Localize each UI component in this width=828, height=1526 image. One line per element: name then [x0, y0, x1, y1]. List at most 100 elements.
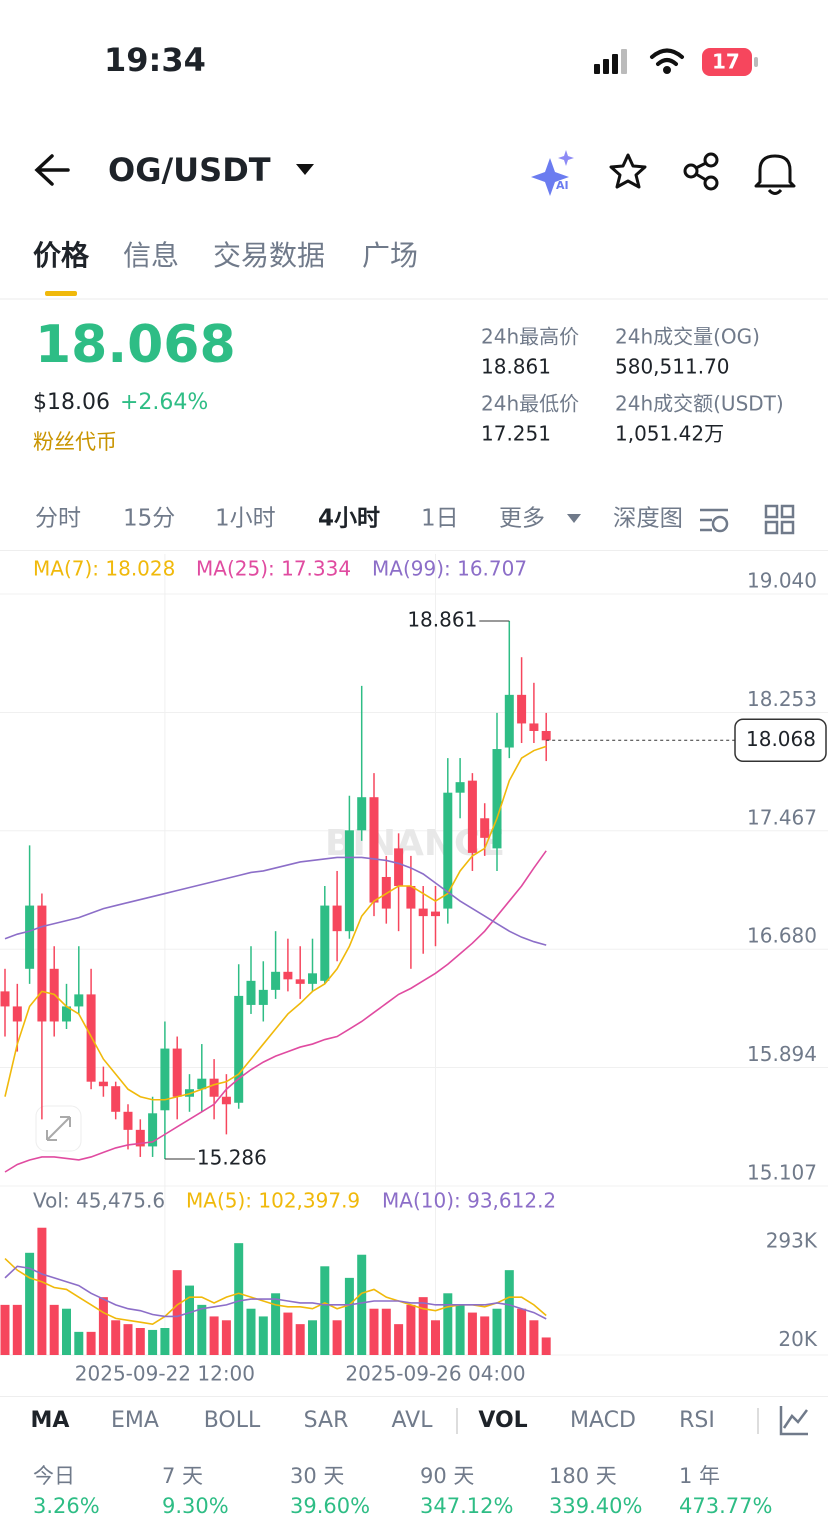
tab-indicator	[45, 291, 77, 296]
period-change: 339.40%	[549, 1494, 642, 1518]
last-price-label: 18.068	[746, 727, 816, 751]
more-dropdown[interactable]	[567, 514, 581, 523]
interval-tab[interactable]: 更多	[499, 506, 545, 532]
interval-tab[interactable]: 1日	[421, 506, 459, 532]
ai-button[interactable]: AI	[531, 150, 574, 196]
y-tick-label: 17.467	[747, 805, 817, 829]
clock: 19:34	[104, 41, 206, 79]
candle-body	[406, 886, 416, 909]
period-change: 9.30%	[162, 1494, 229, 1518]
max-label: 18.861	[407, 607, 477, 631]
y-tick-label: 19.040	[747, 569, 817, 593]
battery-tip	[754, 57, 758, 67]
volume-bar	[369, 1308, 379, 1355]
volume-ma-line	[4, 1265, 547, 1320]
candle-body	[443, 792, 453, 909]
stat-value: 580,511.70	[615, 355, 730, 379]
candle-body	[467, 780, 477, 853]
indicator-tab[interactable]: AVL	[392, 1408, 434, 1433]
candle-body	[172, 1048, 182, 1097]
indicator-tab[interactable]: EMA	[111, 1408, 159, 1433]
candle-body	[25, 905, 35, 969]
stat-label: 24h成交量(OG)	[615, 325, 760, 349]
y-tick-label: 18.253	[747, 687, 817, 711]
chart-settings[interactable]	[700, 508, 729, 533]
candle-body	[148, 1113, 158, 1147]
candle-body	[271, 971, 281, 990]
ma-line	[4, 850, 547, 1173]
back-button[interactable]	[34, 154, 70, 186]
interval-tab[interactable]: 15分	[123, 506, 175, 532]
volume-bar	[185, 1285, 194, 1355]
indicator-tab[interactable]: VOL	[478, 1408, 527, 1433]
stat-value: 18.861	[481, 355, 551, 379]
svg-text:AI: AI	[556, 179, 569, 192]
indicator-tab[interactable]: SAR	[304, 1408, 349, 1433]
candle-body	[504, 694, 514, 748]
volume-bar	[135, 1328, 145, 1355]
indicator-tab[interactable]: RSI	[679, 1408, 715, 1433]
divider	[0, 1396, 828, 1397]
volume-bar	[12, 1304, 22, 1355]
pair-dropdown[interactable]	[296, 164, 314, 175]
alert-button[interactable]	[754, 154, 796, 195]
volume-bar	[320, 1266, 330, 1355]
indicator-tab[interactable]: MA	[31, 1408, 70, 1433]
separator	[456, 1408, 458, 1434]
candle-body	[197, 1078, 207, 1090]
tab[interactable]: 价格	[33, 239, 90, 272]
ma-legend: MA(99): 16.707	[372, 557, 527, 581]
stat-value: 17.251	[481, 422, 551, 446]
volume-bar	[308, 1320, 317, 1355]
indicator-tab[interactable]: MACD	[570, 1408, 636, 1433]
volume-bar	[492, 1308, 502, 1355]
volume-bar	[271, 1293, 281, 1355]
indicator-tab[interactable]: BOLL	[204, 1408, 261, 1433]
layout-button[interactable]	[764, 504, 795, 535]
stat-label: 24h最高价	[481, 325, 579, 349]
tab[interactable]: 广场	[362, 239, 418, 272]
candle-body	[394, 848, 404, 887]
interval-tab[interactable]: 1小时	[215, 506, 276, 532]
period-change: 3.26%	[33, 1494, 100, 1518]
favorite-button[interactable]	[609, 153, 647, 189]
divider	[0, 550, 828, 551]
candle-body	[517, 694, 527, 724]
token-tag[interactable]: 粉丝代币	[33, 430, 117, 454]
candle-body	[492, 749, 502, 849]
candle-body	[246, 980, 256, 1005]
volume-bar	[529, 1320, 539, 1355]
interval-tab[interactable]: 4小时	[318, 506, 380, 532]
volume-bar	[37, 1227, 47, 1355]
interval-tab[interactable]: 深度图	[613, 506, 683, 532]
volume-bar	[209, 1316, 219, 1355]
candle-body	[74, 994, 84, 1007]
volume-bar	[111, 1320, 121, 1355]
stat-label: 24h最低价	[481, 392, 579, 416]
interval-tab[interactable]: 分时	[35, 506, 81, 532]
tab[interactable]: 交易数据	[213, 239, 325, 272]
volume-bar	[74, 1331, 84, 1355]
ma-line	[4, 745, 547, 1101]
volume-bar	[467, 1312, 477, 1355]
x-tick-label: 2025-09-26 04:00	[345, 1362, 525, 1386]
share-button[interactable]	[683, 152, 719, 191]
candle-body	[541, 730, 551, 741]
volume-bar	[160, 1328, 170, 1355]
volume-bar	[504, 1270, 514, 1355]
candle-body	[369, 797, 379, 903]
price-change: +2.64%	[120, 390, 208, 415]
volume-bar	[62, 1308, 71, 1355]
y-tick-label: 15.894	[747, 1042, 817, 1066]
volume-legend: Vol: 45,475.6	[33, 1189, 165, 1213]
expand-icon	[46, 1116, 71, 1141]
candle-body	[480, 818, 490, 838]
candle-body	[320, 905, 330, 981]
candle-body	[234, 995, 244, 1103]
period-label: 今日	[33, 1464, 75, 1488]
period-change: 39.60%	[290, 1494, 370, 1518]
tab[interactable]: 信息	[123, 239, 179, 272]
chart-style-button[interactable]	[779, 1406, 808, 1436]
pair[interactable]: OG/USDT	[108, 151, 271, 189]
